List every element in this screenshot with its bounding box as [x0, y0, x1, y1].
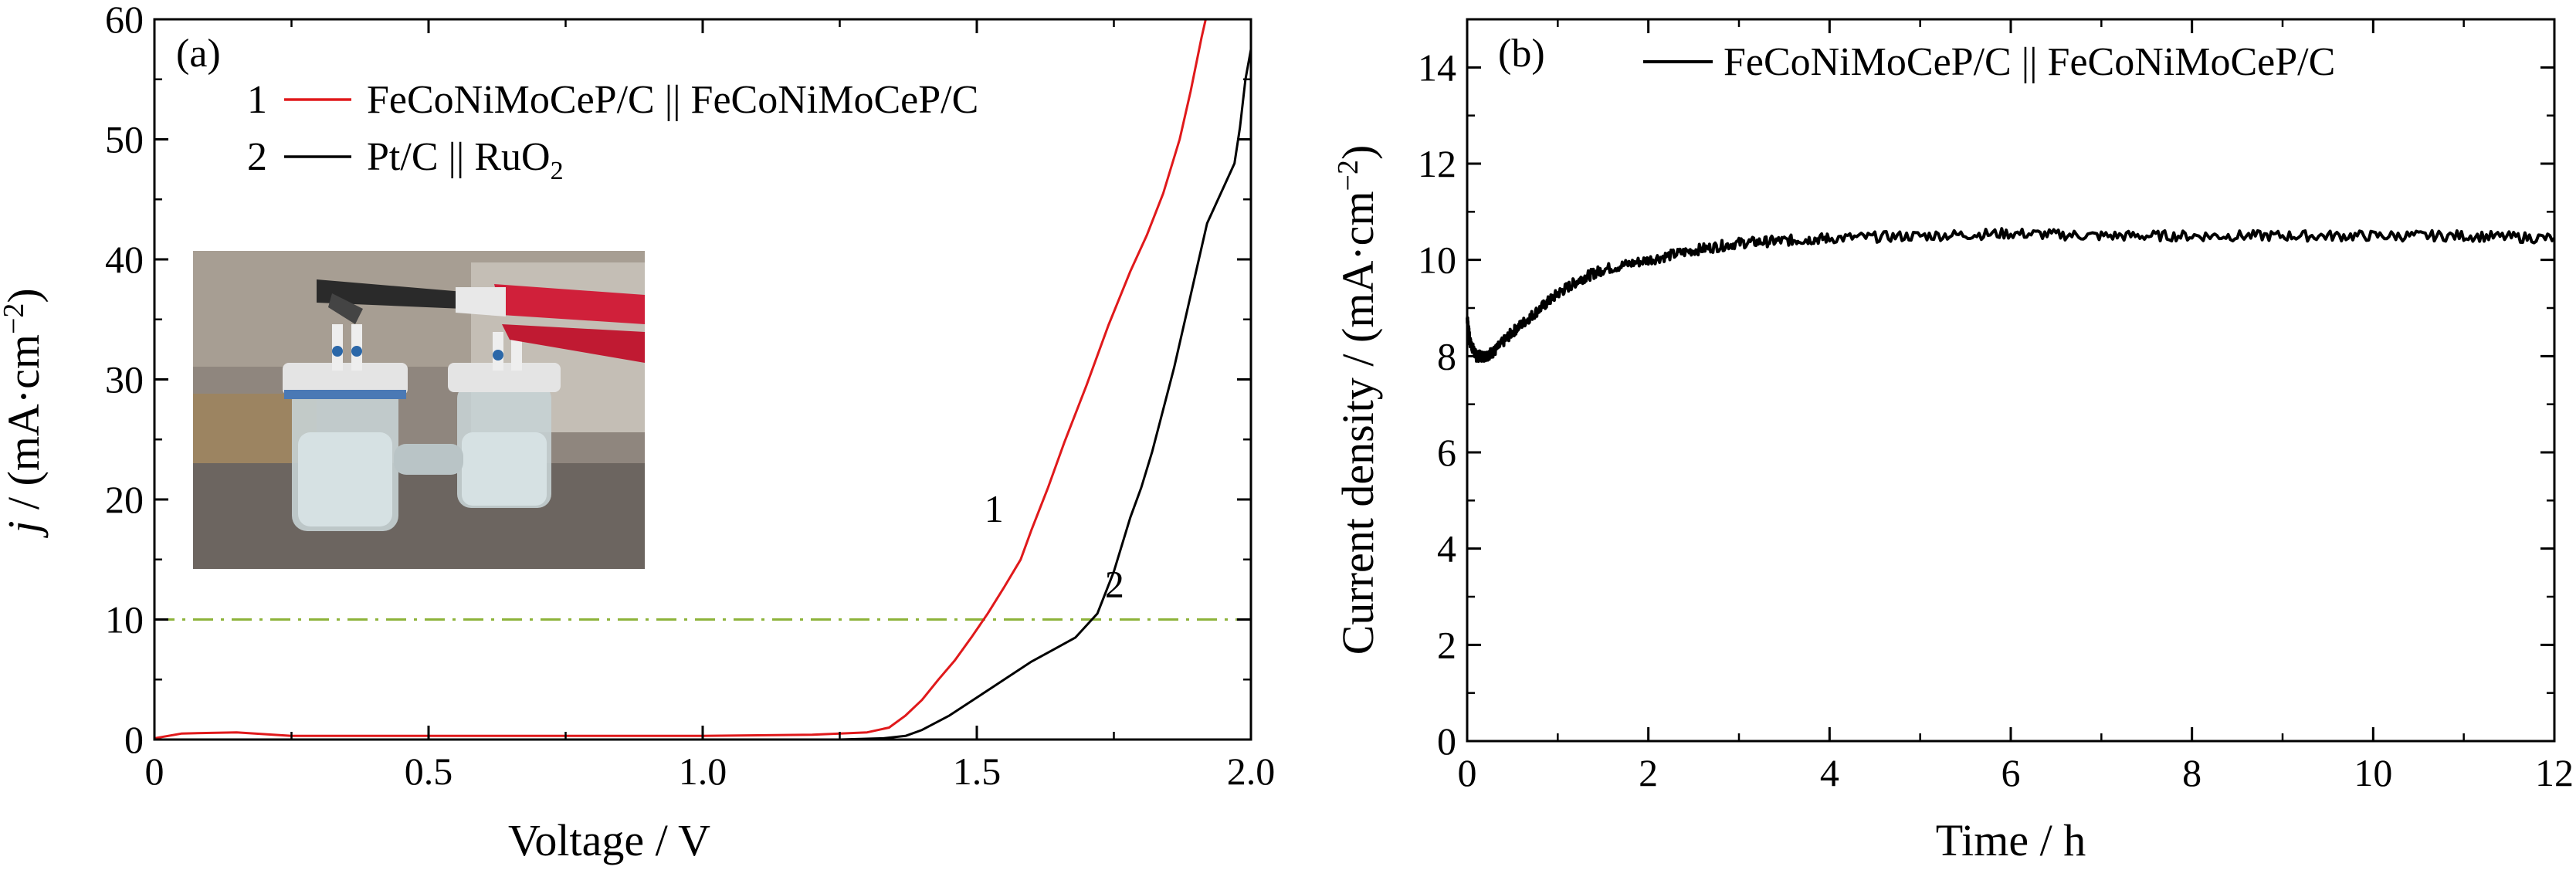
x-tick-label-a: 0: [145, 750, 164, 793]
curve-label-1: 1: [985, 487, 1004, 530]
legend-a-label-2: Pt/C || RuO2: [367, 135, 564, 185]
y-tick-label-b: 14: [1418, 46, 1456, 89]
y-tick-label-b: 12: [1418, 142, 1456, 185]
legend-b: FeCoNiMoCeP/C || FeCoNiMoCeP/C: [1643, 40, 2335, 84]
y-axis-title-b: Current density / (mA·cm−2): [1332, 145, 1383, 655]
x-tick-label-b: 6: [2001, 751, 2021, 794]
x-tick-label-a: 1.5: [953, 750, 1002, 793]
panel-a-chart: 0 0.5 1.0 1.5 2.0 0 10 20 30 40 50 60 (a) 1 FeCoNiM…: [0, 0, 1275, 865]
x-axis-title-b: Time / h: [1936, 815, 2086, 865]
plot-curves-b: [1466, 227, 2556, 364]
x-tick-label-b: 8: [2182, 751, 2201, 794]
legend-b-label-1: FeCoNiMoCeP/C || FeCoNiMoCeP/C: [1724, 40, 2335, 84]
y-tick-label-b: 0: [1437, 719, 1456, 763]
axes-a: 0 0.5 1.0 1.5 2.0 0 10 20 30 40 50 60: [105, 0, 1275, 793]
series-line-a-2: [154, 49, 1251, 740]
panel-label-a: (a): [176, 32, 221, 76]
legend-a-label-1: FeCoNiMoCeP/C || FeCoNiMoCeP/C: [367, 78, 978, 122]
y-tick-label-b: 6: [1437, 431, 1456, 474]
x-tick-label-b: 2: [1639, 751, 1658, 794]
x-tick-label-b: 12: [2535, 751, 2574, 794]
x-tick-label-a: 0.5: [405, 750, 453, 793]
y-tick-label-b: 10: [1418, 239, 1456, 282]
y-tick-label-b: 4: [1437, 527, 1456, 570]
panel-b-chart: 0 2 4 6 8 10 12 0 2 4 6 8 10 12 14 (b) FeCoNiMoCeP/C |…: [1332, 18, 2574, 865]
x-tick-label-a: 2.0: [1227, 750, 1276, 793]
y-tick-label-a: 50: [105, 118, 144, 161]
legend-a-number-1: 1: [247, 78, 267, 122]
legend-a-number-2: 2: [247, 135, 267, 179]
series-line-b-1: [1466, 227, 2556, 364]
series-line-a-1: [154, 19, 1207, 740]
legend-a: 1 FeCoNiMoCeP/C || FeCoNiMoCeP/C 2 Pt/C …: [247, 78, 978, 185]
inset-photo: [193, 251, 645, 569]
y-tick-label-a: 40: [105, 238, 144, 281]
y-tick-label-a: 60: [105, 0, 144, 41]
x-tick-label-a: 1.0: [679, 750, 727, 793]
plot-frame-b: [1466, 18, 2556, 743]
y-tick-label-a: 30: [105, 358, 144, 401]
curve-label-2: 2: [1105, 563, 1124, 606]
x-tick-label-b: 4: [1820, 751, 1839, 794]
axes-b: 0 2 4 6 8 10 12 0 2 4 6 8 10 12 14: [1418, 18, 2574, 794]
x-tick-label-b: 0: [1458, 751, 1477, 794]
y-tick-label-a: 10: [105, 598, 144, 641]
y-tick-label-a: 20: [105, 478, 144, 521]
plot-curves-a: [154, 19, 1251, 740]
panel-label-b: (b): [1498, 32, 1545, 76]
y-tick-label-b: 2: [1437, 623, 1456, 666]
y-tick-label-b: 8: [1437, 334, 1456, 377]
x-axis-title-a: Voltage / V: [508, 815, 710, 865]
y-tick-label-a: 0: [124, 718, 144, 761]
y-axis-title-a: j / (mA·cm−2): [0, 288, 49, 539]
x-tick-label-b: 10: [2354, 751, 2392, 794]
